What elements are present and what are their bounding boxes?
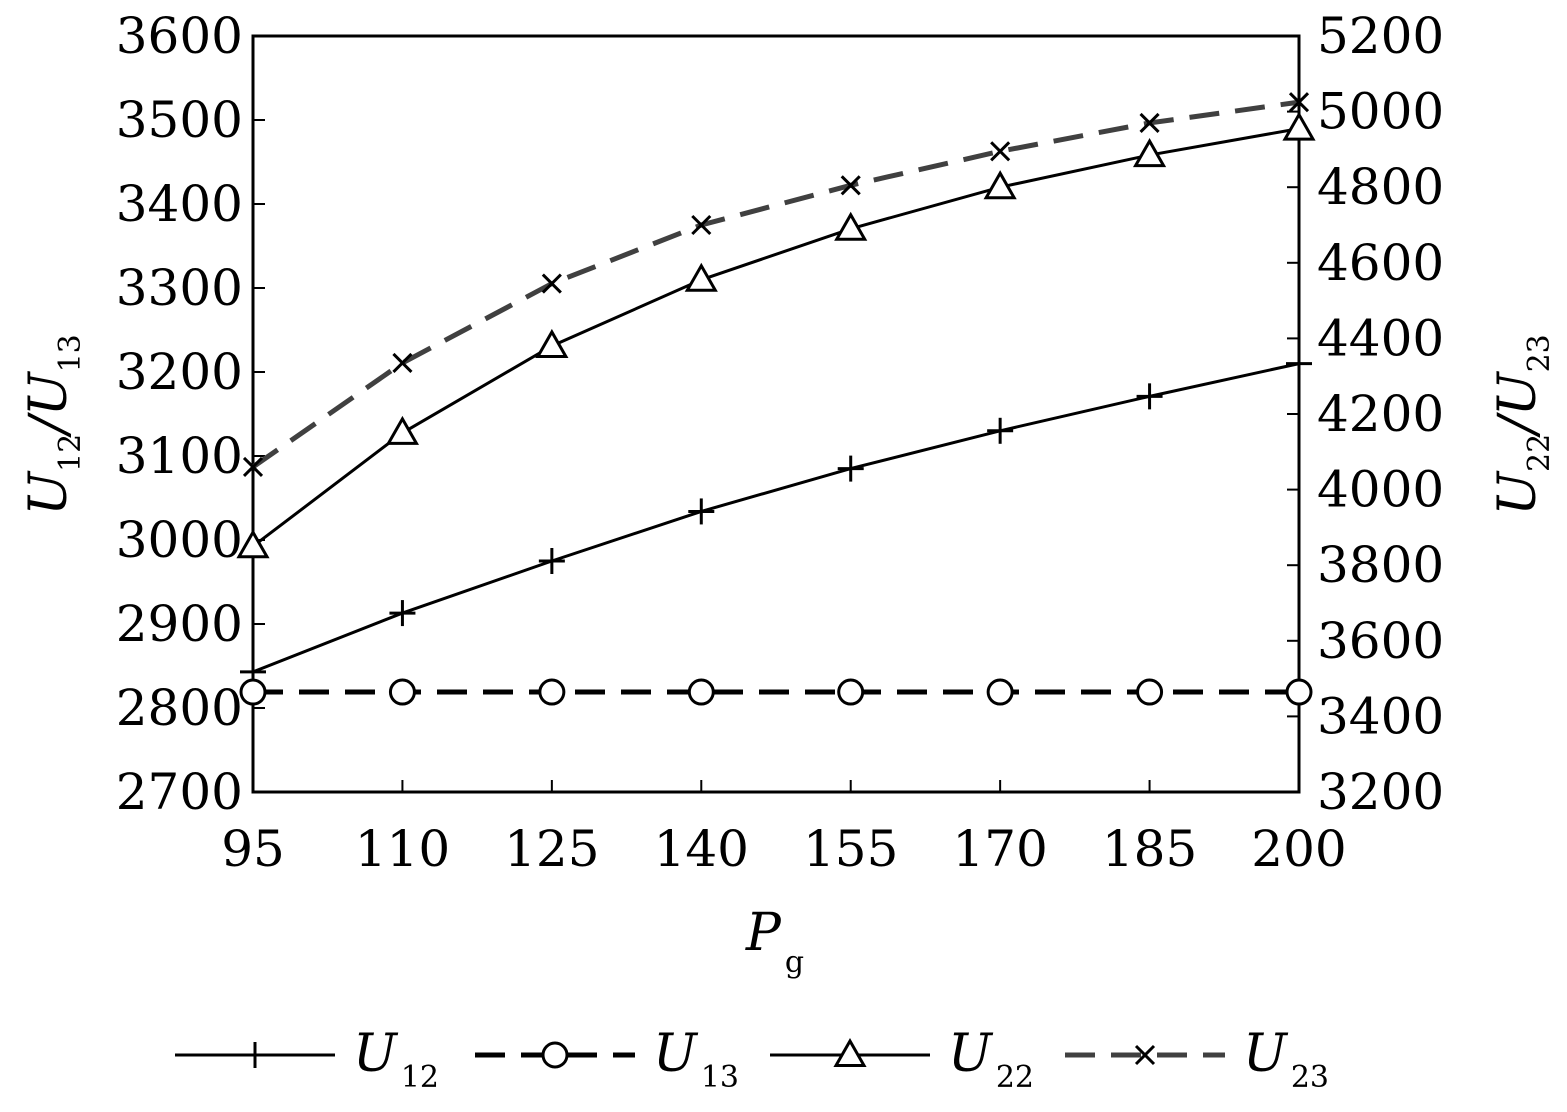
data-point (990, 141, 1011, 162)
left-tick-label: 3600 (116, 7, 243, 65)
data-point (1132, 138, 1167, 168)
data-point (538, 548, 565, 574)
data-point (837, 455, 864, 482)
legend-marker (242, 1042, 268, 1068)
right-tick-label: 3600 (1317, 612, 1444, 670)
left-tick-label: 3200 (116, 343, 243, 401)
legend-item: U 23 (1065, 1024, 1329, 1095)
right-tick-label: 5000 (1317, 83, 1444, 141)
x-tick-label: 140 (654, 820, 749, 878)
series-U22 (236, 111, 1316, 559)
data-point (389, 600, 416, 627)
legend: U 12 U 13 U 22 U 23 (175, 1024, 1329, 1095)
legend-label: U 13 (653, 1024, 739, 1095)
left-y-axis: 2700 2800 2900 3000 3100 3200 3300 3400 3500 3600 (116, 7, 265, 821)
left-tick-label: 3500 (116, 91, 243, 149)
left-tick-label: 3000 (116, 511, 243, 569)
data-point (840, 175, 861, 196)
right-tick-label: 3800 (1317, 536, 1444, 594)
left-tick-label: 3300 (116, 259, 243, 317)
series-U23 (242, 92, 1310, 477)
data-point (1288, 92, 1310, 113)
x-axis: 95 110 125 140 155 170 185 200 (221, 780, 1347, 878)
data-point (388, 678, 416, 706)
data-point (983, 170, 1017, 200)
x-tick-label: 110 (355, 820, 450, 878)
left-tick-label: 2800 (116, 679, 243, 737)
data-point (986, 678, 1014, 706)
right-tick-label: 4200 (1317, 385, 1444, 443)
legend-label: U 23 (1243, 1024, 1329, 1095)
right-tick-label: 3400 (1317, 687, 1444, 745)
x-tick-label: 95 (221, 820, 285, 878)
legend-marker (541, 1041, 569, 1069)
data-point (541, 273, 562, 294)
legend-marker (1134, 1044, 1156, 1066)
data-point (1136, 383, 1163, 410)
left-tick-label: 2700 (116, 763, 243, 821)
data-point (1139, 112, 1160, 134)
x-tick-label: 125 (504, 820, 599, 878)
data-point (691, 214, 712, 236)
data-point (837, 678, 865, 706)
legend-item: U 13 (475, 1024, 739, 1095)
data-point (1136, 678, 1164, 706)
data-point (688, 498, 715, 525)
series-layer (236, 92, 1316, 706)
legend-label: U 22 (948, 1024, 1034, 1095)
data-point (535, 328, 569, 358)
right-tick-label: 4600 (1317, 234, 1444, 292)
right-tick-label: 3200 (1317, 763, 1444, 821)
left-y-axis-label: U12/U13 (19, 334, 88, 516)
x-tick-label: 155 (803, 820, 898, 878)
left-tick-label: 3400 (116, 175, 243, 233)
x-tick-label: 200 (1251, 820, 1346, 878)
plot-frame (251, 34, 1301, 794)
data-point (1282, 111, 1316, 141)
series-U12 (240, 350, 1312, 685)
x-tick-label: 170 (952, 820, 1047, 878)
data-point (1286, 350, 1312, 377)
data-point (242, 456, 264, 477)
data-point (834, 211, 868, 241)
data-point (987, 417, 1014, 444)
data-point (392, 352, 413, 374)
right-y-axis-label: U22/U23 (1488, 334, 1557, 516)
left-tick-label: 3100 (116, 427, 243, 485)
data-point (239, 678, 267, 706)
right-y-axis: 3200 3400 3600 3800 4000 4200 4400 4600 4800 5000… (1287, 7, 1444, 821)
data-point (1285, 678, 1313, 706)
legend-item: U 12 (175, 1024, 439, 1095)
data-point (385, 415, 420, 445)
left-tick-label: 2900 (116, 595, 243, 653)
right-tick-label: 5200 (1317, 7, 1444, 65)
legend-marker (833, 1037, 867, 1067)
x-tick-label: 185 (1102, 820, 1197, 878)
legend-label: U 12 (353, 1024, 439, 1095)
series-U13 (239, 678, 1313, 706)
series-line (252, 362, 1300, 674)
right-tick-label: 4000 (1317, 461, 1444, 519)
data-point (684, 262, 718, 292)
data-point (538, 678, 566, 706)
data-point (236, 529, 270, 559)
right-tick-label: 4400 (1317, 309, 1444, 367)
plot-border (251, 34, 1301, 794)
series-line (251, 99, 1300, 469)
legend-item: U 22 (770, 1024, 1034, 1095)
series-line (252, 127, 1300, 548)
data-point (687, 678, 715, 706)
right-tick-label: 4800 (1317, 158, 1444, 216)
